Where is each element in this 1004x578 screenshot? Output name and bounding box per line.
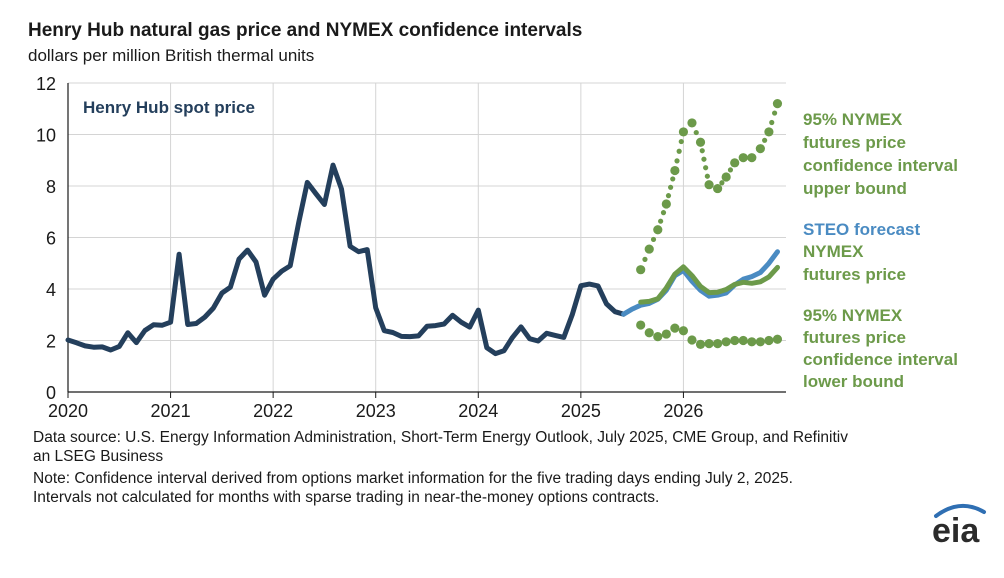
series-ci-lower-bound	[636, 320, 783, 349]
ci-point	[730, 158, 740, 168]
x-tick-label: 2025	[561, 401, 601, 421]
ci-point	[755, 144, 765, 154]
ci-point	[644, 244, 654, 254]
annotation-steo-forecast: STEO forecast	[803, 220, 920, 239]
ci-dot	[665, 193, 672, 199]
methodology-note: Note: Confidence interval derived from o…	[33, 470, 793, 506]
ci-point	[747, 153, 757, 163]
y-tick-label: 10	[36, 126, 56, 146]
x-tick-label: 2024	[458, 401, 498, 421]
ci-dot	[650, 236, 657, 243]
ci-dot	[642, 256, 648, 262]
series-nymex-futures-price	[638, 264, 780, 305]
ci-dot	[678, 138, 684, 145]
annotation-upper-bound: 95% NYMEX futures price confidence interva…	[803, 110, 958, 198]
ci-point	[695, 137, 706, 147]
eia-logo-arc-icon	[934, 504, 986, 518]
ci-dot	[693, 129, 699, 136]
y-tick-label: 6	[46, 229, 56, 249]
ci-point	[687, 335, 697, 345]
data-source-note: Data source: U.S. Energy Information Adm…	[33, 429, 848, 465]
chart-title: Henry Hub natural gas price and NYMEX co…	[28, 20, 583, 41]
ci-dot	[670, 176, 676, 182]
x-tick-label: 2023	[356, 401, 396, 421]
ci-dot	[701, 156, 707, 162]
y-tick-label: 4	[46, 280, 56, 300]
ci-point	[653, 225, 663, 235]
ci-point	[764, 335, 774, 346]
ci-point	[713, 183, 723, 194]
y-tick-label: 0	[46, 383, 56, 403]
ci-dot	[660, 210, 667, 216]
ci-point	[738, 153, 748, 163]
chart-subtitle: dollars per million British thermal unit…	[28, 46, 315, 65]
ci-dot	[769, 119, 775, 126]
chart-notes: Data source: U.S. Energy Information Adm…	[33, 428, 853, 510]
ci-dot	[658, 218, 664, 224]
annotation-nymex-futures: NYMEX futures price	[803, 242, 906, 284]
ci-dot	[727, 167, 734, 173]
ci-point	[704, 180, 714, 190]
ci-point	[653, 332, 663, 342]
ci-dot	[704, 173, 710, 179]
ci-dot	[762, 137, 768, 143]
y-tick-label: 8	[46, 177, 56, 197]
series-henry-hub-spot-price	[65, 162, 627, 357]
ci-point	[772, 99, 783, 109]
eia-logo: eia	[932, 504, 986, 550]
ci-point	[738, 335, 748, 346]
series-ci-upper-bound	[636, 99, 783, 275]
ci-point	[721, 172, 731, 182]
line-chart: 0 2 4 6 8 10 12 2020 2021 2022 2023 2024 2025 2026 Hen…	[36, 74, 958, 421]
y-tick-label: 12	[36, 74, 56, 94]
ci-point	[661, 329, 671, 339]
ci-dot	[699, 148, 705, 154]
x-tick-label: 2021	[151, 401, 191, 421]
ci-point	[670, 165, 680, 176]
x-tick-label: 2020	[48, 401, 88, 421]
ci-point	[687, 118, 697, 128]
ci-dot	[703, 165, 709, 171]
y-tick-label: 2	[46, 332, 56, 352]
ci-point	[721, 337, 731, 347]
ci-point	[661, 199, 671, 209]
ci-point	[670, 323, 680, 333]
ci-point	[764, 127, 774, 137]
ci-point	[772, 334, 783, 344]
ci-point	[644, 328, 654, 338]
ci-point	[713, 338, 723, 349]
ci-dot	[772, 110, 778, 116]
ci-point	[678, 127, 689, 137]
ci-point	[678, 326, 689, 336]
eia-logo-text: eia	[932, 512, 980, 550]
ci-dot	[676, 148, 682, 154]
ci-point	[636, 265, 646, 275]
annotation-spot-price: Henry Hub spot price	[83, 98, 255, 117]
ci-dot	[674, 158, 680, 164]
ci-dot	[719, 180, 725, 186]
ci-point	[695, 339, 706, 349]
x-tick-label: 2022	[253, 401, 293, 421]
x-tick-label: 2026	[663, 401, 703, 421]
ci-dot	[668, 184, 674, 190]
ci-point	[755, 337, 765, 347]
ci-point	[730, 335, 740, 346]
ci-point	[704, 338, 714, 349]
ci-point	[747, 337, 757, 347]
ci-point	[636, 320, 646, 330]
annotation-lower-bound: 95% NYMEX futures price confidence interva…	[803, 306, 958, 391]
